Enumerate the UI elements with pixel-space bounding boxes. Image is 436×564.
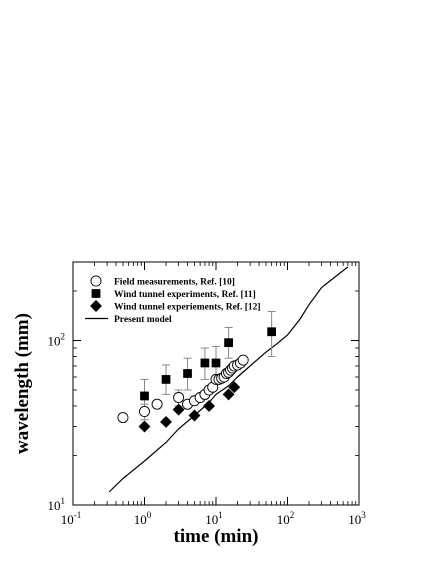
field-measurement-point (173, 392, 185, 404)
y-tick-exponent: 2 (61, 331, 66, 341)
legend-entry-label: Wind tunnel experiements, Ref. [12] (114, 303, 261, 313)
y-tick-base: 10 (48, 333, 61, 348)
x-tick-base: 10 (61, 512, 74, 527)
y-tick-label: 101 (48, 496, 66, 513)
x-tick-label: 103 (348, 510, 366, 527)
legend-marker-swatch (90, 300, 102, 312)
wind-tunnel-ref11-point (200, 358, 210, 368)
wind-tunnel-ref12-point (188, 409, 201, 422)
x-tick-label: 100 (134, 510, 152, 527)
x-tick-label: 102 (277, 510, 295, 527)
x-tick-label: 101 (205, 510, 223, 527)
y-tick-label: 102 (48, 331, 66, 348)
x-tick-base: 10 (348, 512, 361, 527)
legend-marker-swatch (90, 275, 102, 287)
wind-tunnel-ref11-point (211, 358, 221, 368)
field-measurement-point (151, 398, 163, 410)
x-tick-base: 10 (277, 512, 290, 527)
x-axis-title: time (min) (174, 526, 259, 547)
wind-tunnel-ref12-point (222, 388, 235, 401)
wind-tunnel-ref12-point (228, 381, 241, 394)
legend-entry-label: Field measurements, Ref. [10] (114, 278, 235, 288)
y-tick-exponent: 1 (61, 496, 66, 506)
field-measurement-point (117, 412, 129, 424)
y-tick-base: 10 (48, 498, 61, 513)
wind-tunnel-ref11-point (267, 327, 277, 337)
wind-tunnel-ref11-point (140, 391, 149, 401)
wind-tunnel-ref12-point (172, 403, 185, 416)
wind-tunnel-ref11-point (161, 375, 171, 384)
wind-tunnel-ref12-point (138, 420, 151, 433)
x-tick-exponent: 2 (290, 510, 295, 520)
wind-tunnel-ref11-point (183, 369, 192, 378)
legend-entry-label: Wind tunnel experiments, Ref. [11] (114, 290, 256, 300)
x-tick-exponent: 3 (361, 510, 366, 520)
x-tick-exponent: 1 (218, 510, 223, 520)
field-measurement-point (139, 406, 150, 418)
x-tick-exponent: -1 (74, 510, 82, 520)
wind-tunnel-ref12-point (160, 415, 172, 428)
field-measurement-point (237, 354, 249, 366)
x-tick-base: 10 (134, 512, 147, 527)
wind-tunnel-ref12-point (203, 400, 216, 412)
legend-entry-label: Present model (114, 315, 172, 325)
wind-tunnel-ref11-point (224, 338, 233, 348)
y-axis-title: wavelength (mm) (12, 313, 33, 454)
model-line (108, 266, 349, 493)
legend-marker-swatch (91, 289, 101, 298)
x-tick-exponent: 0 (147, 510, 152, 520)
x-tick-label: 10-1 (61, 510, 82, 527)
x-tick-base: 10 (205, 512, 218, 527)
